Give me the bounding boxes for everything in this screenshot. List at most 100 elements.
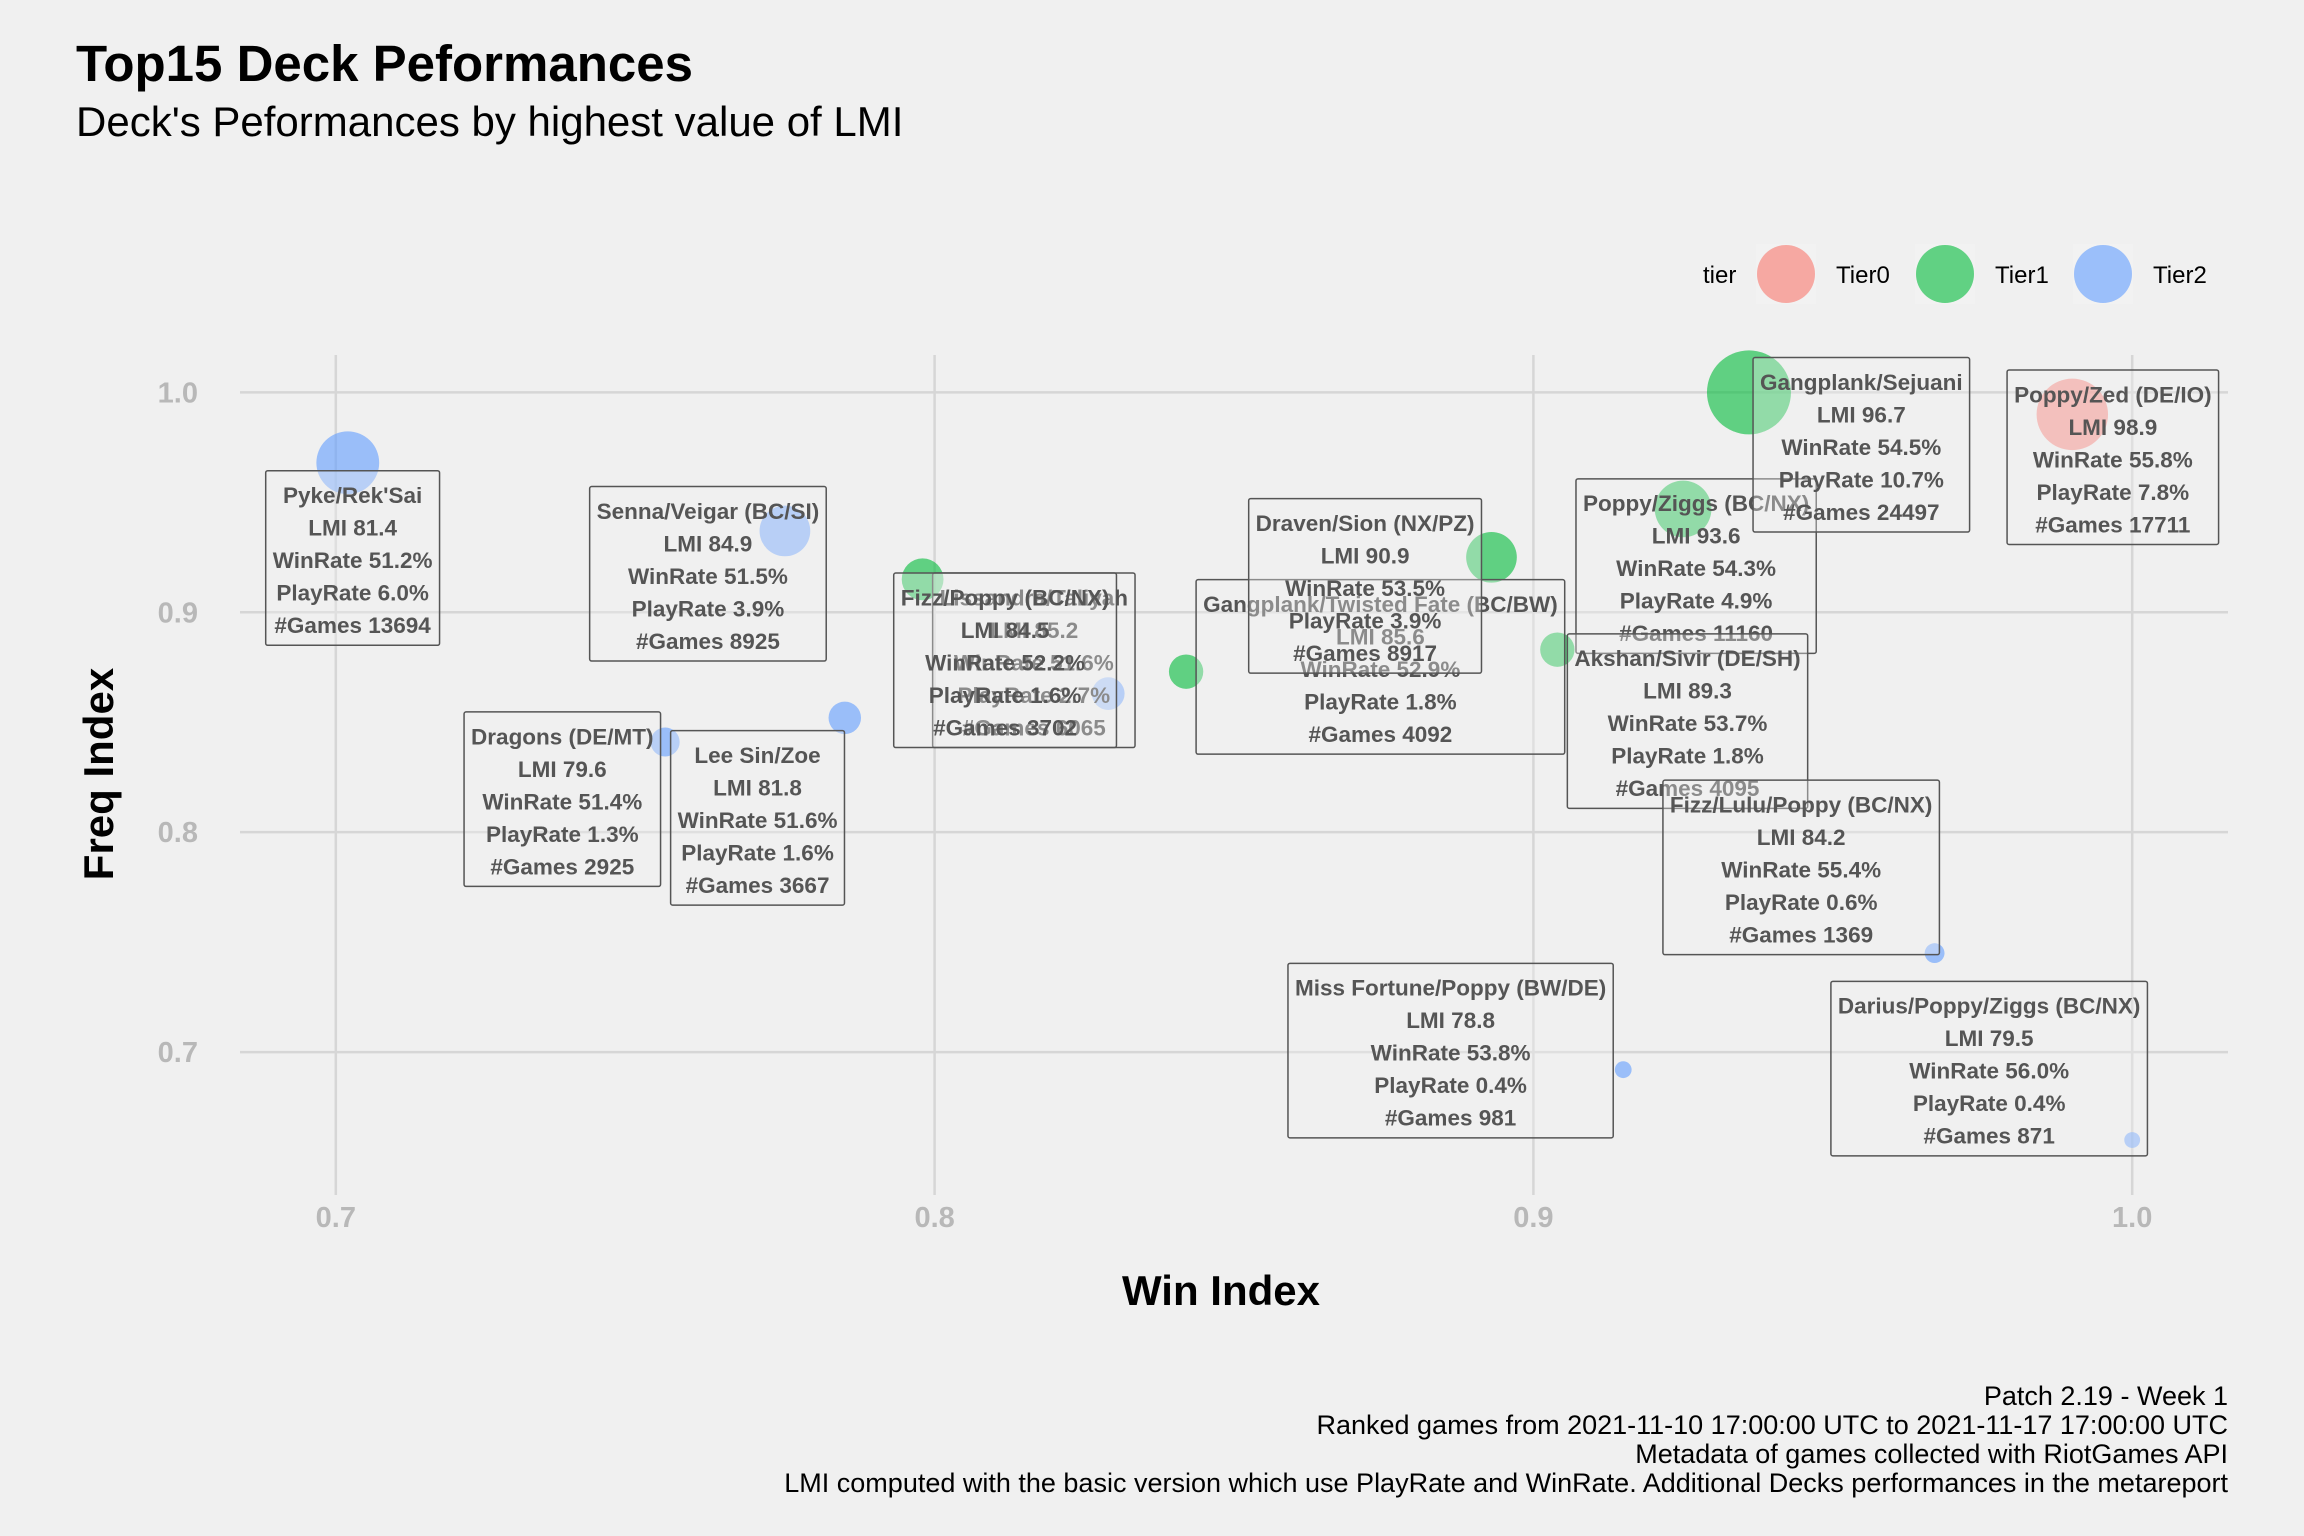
label-text: Fizz/Lulu/Poppy (BC/NX)	[1670, 793, 1932, 818]
x-axis-label: Win Index	[1122, 1267, 1321, 1314]
bubble-point	[2124, 1132, 2141, 1148]
label-text: #Games 4092	[1308, 722, 1452, 747]
label-text: PlayRate 0.4%	[1913, 1091, 2066, 1116]
label-text: Lee Sin/Zoe	[694, 743, 820, 768]
legend-swatch	[1916, 245, 1974, 303]
label-text: Gangplank/Twisted Fate (BC/BW)	[1203, 592, 1558, 617]
label-text: WinRate 51.2%	[273, 548, 433, 573]
legend-title: tier	[1703, 262, 1736, 289]
y-tick-label: 0.9	[158, 597, 198, 629]
caption-line: Patch 2.19 - Week 1	[1983, 1381, 2228, 1411]
label-text: PlayRate 2.7%	[958, 683, 1111, 708]
bubble-point	[828, 701, 862, 735]
label-box	[1575, 478, 1817, 655]
label-text: WinRate 55.8%	[2033, 447, 2193, 472]
label-text: PlayRate 10.7%	[1779, 467, 1944, 492]
label-text: PlayRate 1.8%	[1611, 744, 1764, 769]
legend-swatch	[1757, 245, 1815, 303]
bubble-point	[316, 431, 380, 495]
caption: Patch 2.19 - Week 1 Ranked games from 20…	[784, 1382, 2228, 1498]
label-text: LMI 85.6	[1336, 625, 1425, 650]
label-box	[588, 485, 827, 662]
label-box	[264, 469, 441, 646]
label-text: PlayRate 1.8%	[1304, 690, 1457, 715]
label-text: #Games 13694	[274, 613, 431, 638]
label-text: LMI 98.9	[2068, 415, 2157, 440]
bubbles	[316, 350, 2141, 1148]
label-box	[2006, 369, 2220, 546]
label-text: #Games 3702	[933, 715, 1077, 740]
caption-line: Ranked games from 2021-11-10 17:00:00 UT…	[1316, 1410, 2228, 1440]
label-text: WinRate 54.3%	[1616, 556, 1776, 581]
label-text: Dragons (DE/MT)	[471, 724, 654, 749]
label-text: WinRate 56.0%	[1909, 1059, 2069, 1084]
bubble-point	[1540, 632, 1575, 667]
label-text: Senna/Veigar (BC/SI)	[597, 499, 820, 524]
label-text: WinRate 53.7%	[1608, 711, 1768, 736]
label-text: Pyke/Rek'Sai	[283, 483, 422, 508]
x-tick-label: 0.9	[1513, 1202, 1553, 1234]
bubble-point	[1168, 654, 1204, 689]
label-text: LMI 90.9	[1321, 544, 1410, 569]
chart-title: Top15 Deck Peformances	[76, 35, 693, 92]
label-text: Gangplank/Sejuani	[1760, 370, 1963, 395]
label-text: LMI 85.2	[989, 618, 1078, 643]
legend: tier Tier0 Tier1 Tier2	[1703, 244, 2207, 304]
label-text: LMI 79.5	[1945, 1026, 2034, 1051]
label-text: WinRate 51.6%	[954, 650, 1114, 675]
label-text: PlayRate 0.6%	[1725, 890, 1878, 915]
label-text: LMI 81.8	[713, 775, 802, 800]
label-box	[1752, 356, 1971, 533]
label-text: LMI 79.6	[518, 757, 607, 782]
label-text: #Games 871	[1923, 1124, 2054, 1149]
label-text: #Games 8925	[636, 629, 780, 654]
label-text: WinRate 51.5%	[628, 564, 788, 589]
label-text: Akshan/Sivir (DE/SH)	[1574, 646, 1800, 671]
label-text: PlayRate 3.9%	[632, 596, 785, 621]
label-text: LMI 84.9	[664, 531, 753, 556]
legend-label: Tier2	[2153, 262, 2207, 289]
label-text: PlayRate 3.9%	[1289, 609, 1442, 634]
label-text: PlayRate 1.3%	[486, 822, 639, 847]
bubble-point	[1466, 531, 1517, 583]
label-text: LMI 93.6	[1652, 524, 1741, 549]
x-tick-label: 0.8	[914, 1202, 954, 1234]
label-text: #Games 3667	[686, 873, 830, 898]
bubble-point	[650, 727, 680, 757]
bubble-point	[1706, 350, 1791, 435]
caption-line: LMI computed with the basic version whic…	[784, 1468, 2228, 1498]
label-box	[463, 711, 662, 888]
label-text: LMI 89.3	[1643, 679, 1732, 704]
label-box	[1195, 578, 1566, 755]
x-tick-label: 1.0	[2112, 1202, 2152, 1234]
label-text: PlayRate 7.8%	[2037, 480, 2190, 505]
label-text: Poppy/Zed (DE/IO)	[2014, 382, 2212, 407]
bubble-point	[1654, 480, 1712, 538]
y-tick-label: 1.0	[158, 377, 198, 409]
label-text: Darius/Poppy/Ziggs (BC/NX)	[1838, 994, 2141, 1019]
y-tick-label: 0.8	[158, 817, 198, 849]
label-text: PlayRate 0.4%	[1374, 1073, 1527, 1098]
label-text: #Games 981	[1385, 1106, 1516, 1131]
label-text: LMI 96.7	[1817, 402, 1906, 427]
label-text: WinRate 53.8%	[1371, 1041, 1531, 1066]
label-text: LMI 84.2	[1757, 825, 1846, 850]
bubble-point	[759, 505, 811, 557]
x-tick-label: 0.7	[316, 1202, 356, 1234]
label-text: WinRate 52.9%	[1300, 657, 1460, 682]
chart-subtitle: Deck's Peformances by highest value of L…	[76, 98, 904, 145]
label-text: WinRate 52.2%	[925, 650, 1085, 675]
legend-label: Tier1	[1995, 262, 2049, 289]
legend-label: Tier0	[1836, 262, 1890, 289]
label-text: #Games 17711	[2035, 512, 2190, 537]
label-text: WinRate 53.5%	[1285, 576, 1445, 601]
label-text: #Games 24497	[1783, 500, 1939, 525]
label-text: #Games 8917	[1293, 641, 1437, 666]
label-text: PlayRate 4.9%	[1620, 589, 1773, 614]
label-text: Fizz/Poppy (BC/NX)	[901, 585, 1110, 610]
label-text: Poppy/Ziggs (BC/NX)	[1583, 491, 1809, 516]
label-box	[892, 572, 1118, 749]
label-text: LMI 84.5	[961, 618, 1050, 643]
bubble-labels: Pyke/Rek'Sai LMI 81.4 WinRate 51.2% PlayRat…	[264, 356, 2220, 1157]
